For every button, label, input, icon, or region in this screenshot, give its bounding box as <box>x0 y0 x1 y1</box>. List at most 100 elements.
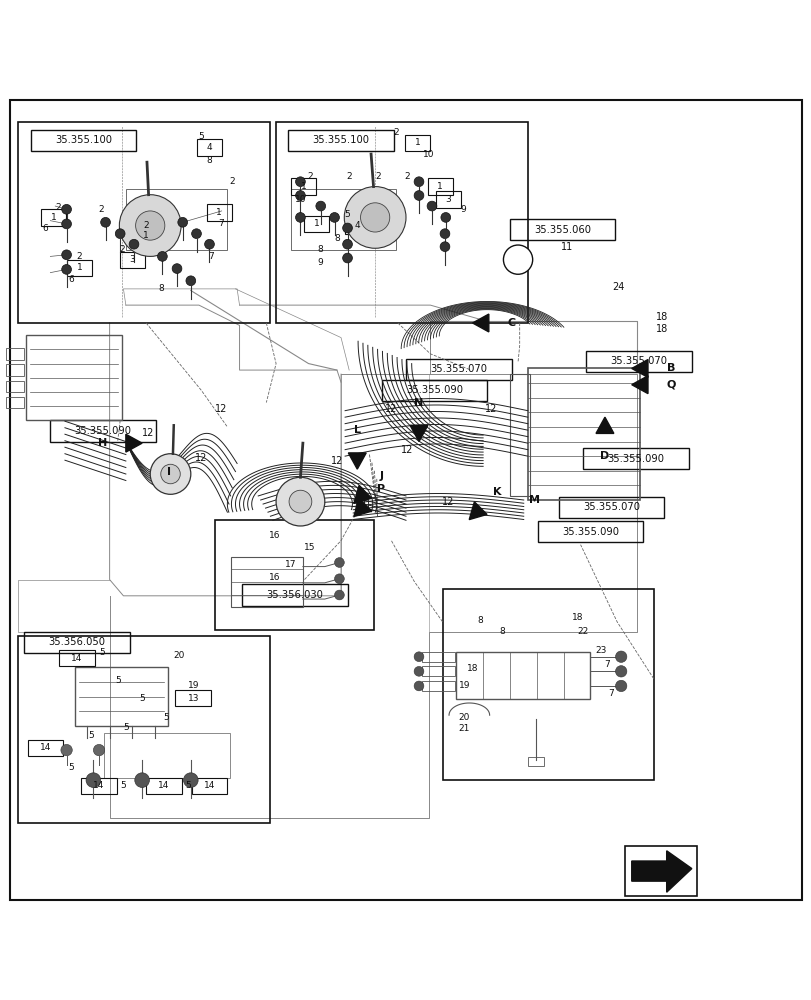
Text: 5: 5 <box>120 781 127 790</box>
Circle shape <box>334 558 344 567</box>
Circle shape <box>360 203 389 232</box>
Text: 5: 5 <box>139 694 145 703</box>
Bar <box>291 178 316 195</box>
Bar <box>527 368 639 500</box>
Text: 4: 4 <box>354 221 359 230</box>
Text: 2: 2 <box>405 172 410 181</box>
Bar <box>59 650 95 666</box>
Text: J: J <box>379 471 383 481</box>
Bar <box>404 135 430 151</box>
Bar <box>422 681 454 691</box>
Circle shape <box>62 219 71 229</box>
Bar <box>50 420 156 442</box>
Circle shape <box>191 229 201 239</box>
Text: 35.355.090: 35.355.090 <box>406 385 462 395</box>
Text: 6: 6 <box>68 275 75 284</box>
Text: 5: 5 <box>99 648 105 657</box>
Text: 5: 5 <box>122 723 129 732</box>
Circle shape <box>503 245 532 274</box>
Bar <box>427 178 453 195</box>
Text: 22: 22 <box>577 627 588 636</box>
Bar <box>24 632 130 653</box>
Text: 8: 8 <box>477 616 483 625</box>
Text: B: B <box>666 363 674 373</box>
Text: 35.356.050: 35.356.050 <box>49 637 105 647</box>
Text: 12: 12 <box>195 453 208 463</box>
Polygon shape <box>354 499 371 516</box>
Polygon shape <box>469 502 487 520</box>
Bar <box>126 189 227 250</box>
Text: 35.355.070: 35.355.070 <box>582 502 639 512</box>
Text: 6: 6 <box>42 224 49 233</box>
Text: P: P <box>377 484 385 494</box>
Polygon shape <box>595 417 613 433</box>
Circle shape <box>62 204 71 214</box>
Text: D: D <box>599 451 609 461</box>
Text: L: L <box>354 425 360 435</box>
Bar <box>28 740 63 756</box>
Text: 16: 16 <box>268 531 280 540</box>
Text: 14: 14 <box>204 781 215 790</box>
Text: 12: 12 <box>484 404 497 414</box>
Circle shape <box>295 191 305 200</box>
Circle shape <box>344 187 406 248</box>
Bar <box>31 130 136 151</box>
Text: 2: 2 <box>99 205 104 214</box>
Bar <box>75 667 168 726</box>
Circle shape <box>329 213 339 222</box>
Bar <box>422 652 454 662</box>
Circle shape <box>342 239 352 249</box>
Bar <box>381 380 487 401</box>
Text: 1: 1 <box>313 219 320 228</box>
Text: 16: 16 <box>268 573 280 582</box>
Circle shape <box>414 177 423 187</box>
Text: 20: 20 <box>173 651 184 660</box>
Text: 3: 3 <box>129 255 135 264</box>
Bar <box>175 690 211 706</box>
Text: 2: 2 <box>77 252 82 261</box>
Text: 8: 8 <box>206 156 212 165</box>
Circle shape <box>62 250 71 260</box>
Bar <box>81 778 117 794</box>
Text: 7: 7 <box>217 219 224 228</box>
Bar <box>196 139 221 156</box>
Text: 5: 5 <box>344 210 350 219</box>
Bar <box>67 260 92 276</box>
Text: 35.355.070: 35.355.070 <box>610 356 667 366</box>
Bar <box>624 846 696 896</box>
Text: 18: 18 <box>654 324 667 334</box>
Text: 10: 10 <box>423 150 434 159</box>
Text: 12: 12 <box>141 428 154 438</box>
Text: 19: 19 <box>187 681 199 690</box>
Text: 5: 5 <box>88 731 94 740</box>
Text: 1: 1 <box>436 182 443 191</box>
Bar <box>104 733 230 778</box>
Bar <box>558 497 663 518</box>
Text: C: C <box>507 318 515 328</box>
Bar <box>18 636 269 823</box>
Circle shape <box>440 213 450 222</box>
Text: 5: 5 <box>68 763 75 772</box>
Text: 14: 14 <box>71 654 83 663</box>
Text: 5: 5 <box>115 676 122 685</box>
Polygon shape <box>348 453 366 469</box>
Text: 7: 7 <box>208 252 214 261</box>
Circle shape <box>334 574 344 584</box>
Bar <box>303 216 329 232</box>
Circle shape <box>295 213 305 222</box>
Text: N: N <box>414 398 423 408</box>
Circle shape <box>183 773 198 787</box>
Text: 8: 8 <box>498 627 504 636</box>
Circle shape <box>135 773 149 787</box>
Text: 35.355.100: 35.355.100 <box>55 135 112 145</box>
Text: 35.355.090: 35.355.090 <box>561 527 618 537</box>
Text: 12: 12 <box>214 404 227 414</box>
Polygon shape <box>472 314 488 332</box>
Text: 18: 18 <box>654 312 667 322</box>
Text: 2: 2 <box>393 128 398 137</box>
Text: 9: 9 <box>317 258 324 267</box>
Circle shape <box>172 264 182 273</box>
Text: 5: 5 <box>163 713 169 722</box>
Circle shape <box>119 195 181 256</box>
Circle shape <box>204 239 214 249</box>
